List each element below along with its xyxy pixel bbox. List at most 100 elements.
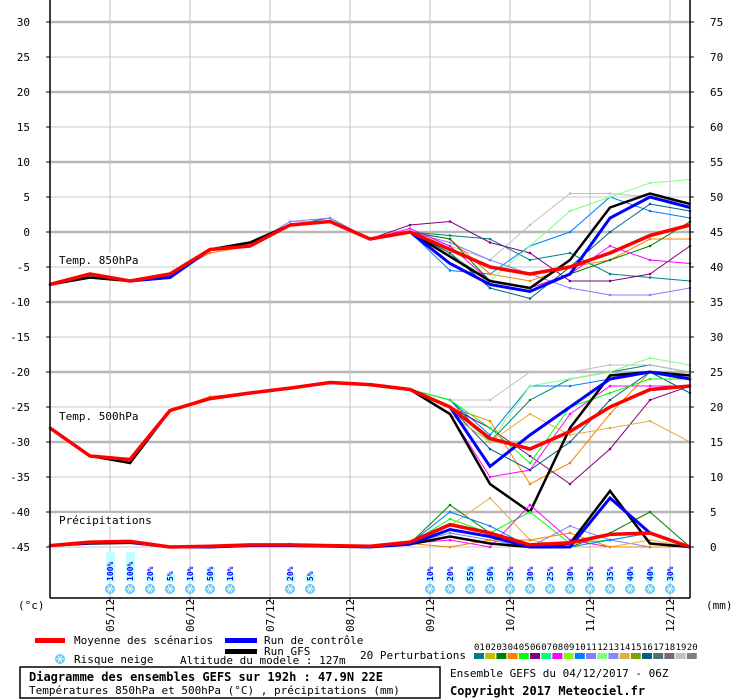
snow-risk-item: 40% (625, 566, 635, 594)
t500-perturbation-point (488, 440, 492, 444)
left-tick-label: 15 (17, 121, 30, 134)
snow-risk-percent: 40% (646, 566, 655, 581)
right-tick-label: 15 (710, 436, 723, 449)
snowflake-arms (506, 585, 514, 593)
t500-perturbation-point (648, 398, 652, 402)
snowflake-arms (126, 585, 134, 593)
precip-perturbation-point (528, 503, 532, 507)
t500-perturbation-point (568, 482, 572, 486)
legend-control-label: Run de contrôle (264, 634, 363, 647)
perturbation-legend-number: 05 (519, 643, 530, 653)
precip-perturbation-point (648, 510, 652, 514)
t850-perturbation-point (648, 272, 652, 276)
t500-perturbation-point (608, 412, 612, 416)
snow-risk-bar (546, 574, 555, 582)
t850-perturbation-point (488, 237, 492, 241)
perturbation-legend-number: 18 (664, 643, 675, 653)
snow-risk-percent: 35% (506, 566, 515, 581)
t850-perturbation-point (448, 244, 452, 248)
title-box (19, 666, 441, 699)
snow-risk-percent: 30% (666, 566, 675, 581)
snow-risk-bar (206, 567, 215, 582)
t850-perturbation-point (648, 181, 652, 185)
snowflake-icon (225, 584, 235, 594)
t850-perturbation-point (608, 258, 612, 262)
t500-perturbation-point (488, 398, 492, 402)
snow-risk-bar (306, 574, 315, 582)
snow-risk-item: 10% (425, 566, 435, 594)
altitude-label: Altitude du modele : 127m (180, 654, 346, 667)
snow-risk-bar (566, 573, 575, 582)
snow-risk-bar (606, 571, 615, 582)
t500-perturbation-point (608, 398, 612, 402)
t500-perturbation-point (648, 363, 652, 367)
t850-perturbation-point (568, 230, 572, 234)
snow-risk-item: 30% (525, 566, 535, 594)
t500-perturbation-point (488, 419, 492, 423)
perturbation-legend-swatch (619, 653, 630, 659)
right-tick-label: 30 (710, 331, 723, 344)
snow-risk-item: 35% (505, 566, 515, 594)
t500-perturbation-point (568, 440, 572, 444)
right-tick-label: 70 (710, 51, 723, 64)
snow-risk-item: 30% (665, 566, 675, 594)
left-tick-label: 10 (17, 156, 30, 169)
right-tick-label: 20 (710, 401, 723, 414)
t850-perturbation-point (488, 241, 492, 244)
snowflake-arms (206, 585, 214, 593)
gridlines (50, 0, 690, 598)
t850-perturbation-point (528, 297, 532, 300)
t500-perturbation-point (488, 475, 492, 479)
precip-perturbation-point (568, 524, 572, 528)
right-tick-label: 40 (710, 261, 723, 274)
t500-perturbation-16-line (49, 371, 691, 471)
t500-perturbation-point (648, 384, 652, 388)
left-tick-label: -15 (10, 331, 30, 344)
left-tick-label: -25 (10, 401, 30, 414)
perturbations-label: 20 Perturbations (360, 649, 466, 662)
precip-perturbation-point (488, 538, 492, 542)
snowflake-icon (185, 584, 195, 594)
perturbation-legend-swatch (653, 653, 664, 659)
snowflake-arms (626, 585, 634, 593)
snowflake-arms (306, 585, 314, 593)
right-tick-label: 5 (710, 506, 717, 519)
snow-risk-bar (506, 571, 515, 582)
left-tick-label: -5 (17, 261, 30, 274)
snowflake-icon (605, 584, 615, 594)
perturbation-legend-number: 11 (586, 643, 597, 653)
t850-perturbation-point (448, 269, 452, 272)
snow-risk-bar (126, 552, 135, 582)
snow-risk-item: 10% (185, 566, 195, 594)
snow-risk-bar (526, 573, 535, 582)
legend-gfs-swatch (225, 649, 257, 654)
snow-risk-item: 20% (445, 566, 455, 594)
panel-labels: Temp. 850hPa Temp. 500hPa Précipitations (57, 253, 152, 527)
t850-perturbation-point (528, 251, 532, 255)
left-tick-label: 0 (23, 226, 30, 239)
snow-risk-percent: 100% (106, 562, 115, 581)
legend-control-swatch (225, 638, 257, 643)
perturbation-legend-swatch (496, 653, 507, 659)
precip-perturbation-point (488, 545, 492, 549)
t500-perturbation-point (448, 398, 452, 402)
snow-risk-percent: 10% (426, 566, 435, 581)
perturbation-legend-swatch (552, 653, 563, 659)
perturbation-legend-number: 03 (496, 643, 507, 653)
precip-perturbation-point (448, 538, 452, 542)
t500-perturbation-point (568, 370, 572, 374)
precip-perturbation-point (568, 531, 572, 535)
t850-perturbation-point (568, 279, 572, 283)
t500-perturbation-point (568, 412, 572, 416)
t500-perturbation-point (488, 426, 492, 430)
snow-risk-item: 35% (605, 566, 615, 594)
t500-perturbation-point (528, 370, 532, 374)
t500-perturbation-point (528, 482, 532, 486)
snow-risk-item: 50% (205, 566, 215, 594)
perturbation-legend-swatch (518, 653, 529, 659)
precip-perturbation-point (448, 503, 452, 507)
t500-perturbation-point (608, 391, 612, 395)
t850-perturbation-point (568, 251, 572, 255)
snow-risk-bar (446, 574, 455, 582)
